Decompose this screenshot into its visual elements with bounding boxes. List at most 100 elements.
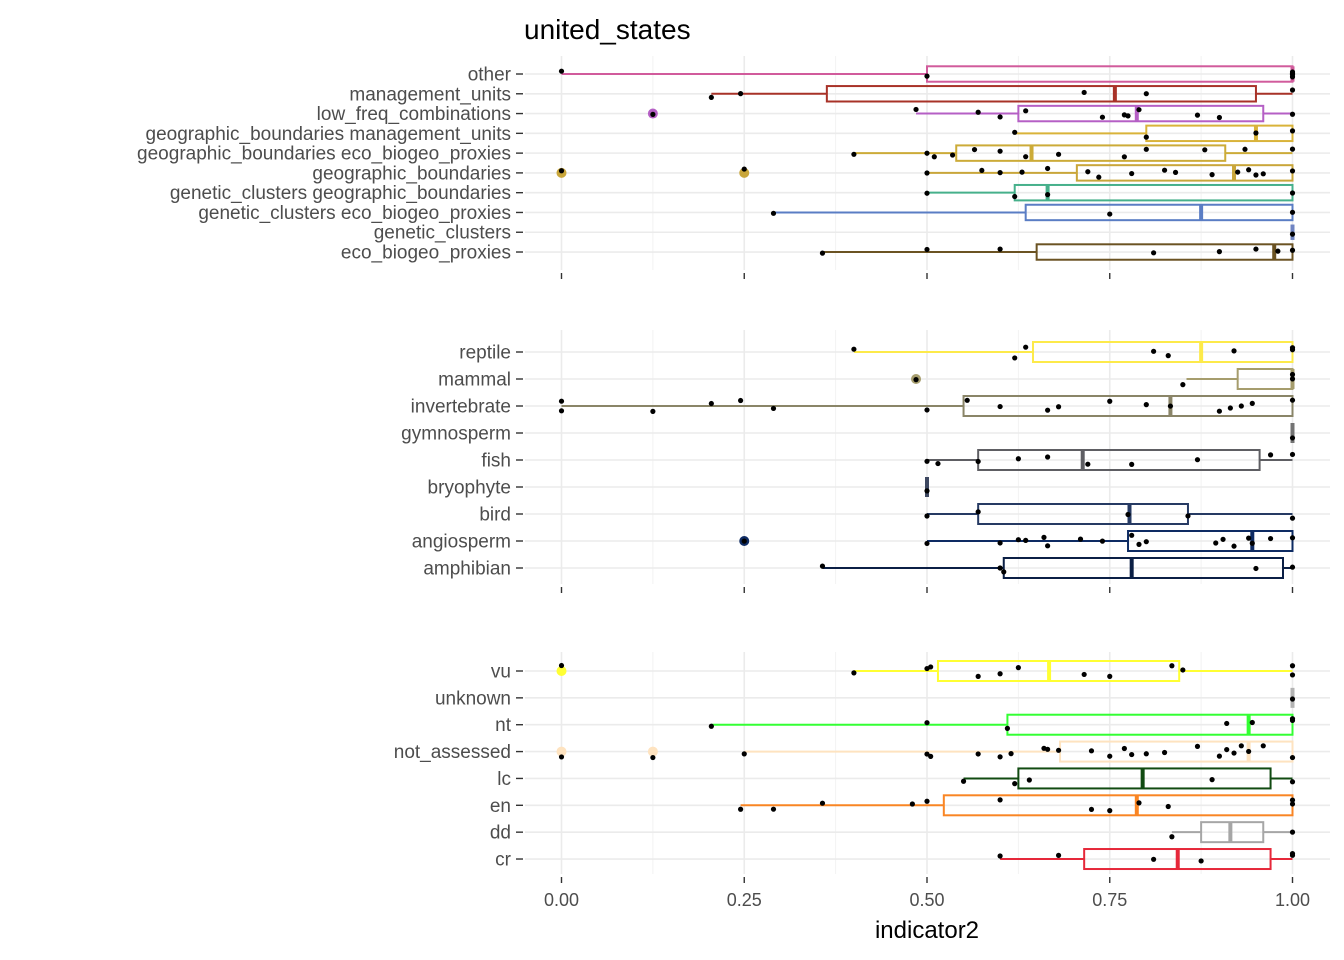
point-1 [924, 151, 929, 156]
point-2 [1001, 569, 1006, 574]
category-label: reptile [459, 343, 511, 364]
point-0 [913, 377, 918, 382]
point-2 [976, 459, 981, 464]
point-5 [1290, 851, 1295, 856]
panel-2: reptile mammal invertebrate gymnosperm fish b… [401, 330, 1330, 593]
point-6 [1045, 166, 1050, 171]
point-3 [950, 152, 955, 157]
point-0 [820, 564, 825, 569]
point-0 [851, 347, 856, 352]
point-8 [1136, 800, 1141, 805]
point-12 [1213, 540, 1218, 545]
point-10 [1202, 147, 1207, 152]
point-3 [709, 401, 714, 406]
point-5 [998, 671, 1003, 676]
point-15 [1228, 405, 1233, 410]
point-12 [1290, 147, 1295, 152]
x-axis: 0.00 0.25 0.50 0.75 1.00 [544, 890, 1310, 910]
point-7 [1107, 808, 1112, 813]
point-0 [924, 459, 929, 464]
point-1 [1107, 211, 1112, 216]
point-16 [1239, 403, 1244, 408]
point-4 [738, 398, 743, 403]
point-7 [1290, 345, 1295, 350]
point-0 [998, 853, 1003, 858]
point-11 [1107, 399, 1112, 404]
point-0 [559, 408, 564, 413]
category-label: invertebrate [411, 397, 511, 418]
point-14 [1246, 167, 1251, 172]
category-label: genetic_clusters eco_biogeo_proxies [198, 203, 511, 224]
point-1 [1012, 194, 1017, 199]
point-3 [1151, 250, 1156, 255]
point-2 [1005, 726, 1010, 731]
category-label: fish [481, 451, 511, 472]
point-6 [1016, 665, 1021, 670]
point-11 [1290, 797, 1295, 802]
point-11 [1144, 539, 1149, 544]
point-2 [924, 170, 929, 175]
point-2 [1290, 210, 1295, 215]
point-10 [1162, 168, 1167, 173]
point-21 [1239, 743, 1244, 748]
point-1 [924, 247, 929, 252]
point-13 [1235, 169, 1240, 174]
point-5 [1290, 74, 1295, 79]
point-11 [1242, 147, 1247, 152]
category-label: angiosperm [412, 532, 511, 553]
point-18 [1290, 398, 1295, 403]
point-11 [1290, 112, 1295, 117]
point-0 [559, 168, 564, 173]
category-label: low_freq_combinations [317, 104, 511, 125]
point-0 [820, 251, 825, 256]
point-0 [851, 152, 856, 157]
category-label: unknown [435, 688, 511, 709]
point-13 [1168, 403, 1173, 408]
point-7 [1195, 457, 1200, 462]
point-5 [1019, 170, 1024, 175]
point-0 [1290, 435, 1295, 440]
point-1 [976, 509, 981, 514]
point-5 [1253, 246, 1258, 251]
point-0 [1169, 834, 1174, 839]
box-unknown [1290, 688, 1295, 708]
point-3 [1224, 721, 1229, 726]
point-18 [1217, 754, 1222, 759]
point-8 [1268, 452, 1273, 457]
panel-3: vuunknownntnot_assessedlcenddcr [394, 652, 1330, 883]
point-6 [1023, 154, 1028, 159]
category-label: bird [479, 505, 511, 526]
point-24 [1290, 755, 1295, 760]
point-8 [1107, 674, 1112, 679]
point-2 [1027, 777, 1032, 782]
point-9 [1129, 533, 1134, 538]
point-11 [1089, 748, 1094, 753]
point-9 [1045, 747, 1050, 752]
point-9 [1129, 171, 1134, 176]
point-0 [738, 807, 743, 812]
point-2 [1125, 512, 1130, 517]
point-7 [1290, 248, 1295, 253]
point-0 [1290, 696, 1295, 701]
point-2 [1045, 192, 1050, 197]
point-0 [742, 539, 747, 544]
box-genetic_clusters [1290, 225, 1295, 240]
point-4 [1045, 454, 1050, 459]
point-5 [1041, 535, 1046, 540]
point-2 [1023, 345, 1028, 350]
point-0 [1290, 232, 1295, 237]
point-9 [1290, 452, 1295, 457]
point-14 [1217, 409, 1222, 414]
point-1 [771, 807, 776, 812]
point-10 [1056, 748, 1061, 753]
point-4 [1290, 779, 1295, 784]
panels-layer: othermanagement_unitslow_freq_combinatio… [137, 56, 1330, 883]
point-6 [1275, 249, 1280, 254]
point-16 [1261, 171, 1266, 176]
point-12 [1209, 172, 1214, 177]
point-6 [924, 407, 929, 412]
point-7 [1082, 672, 1087, 677]
category-label: other [468, 65, 512, 86]
point-1 [924, 720, 929, 725]
point-9 [1045, 408, 1050, 413]
